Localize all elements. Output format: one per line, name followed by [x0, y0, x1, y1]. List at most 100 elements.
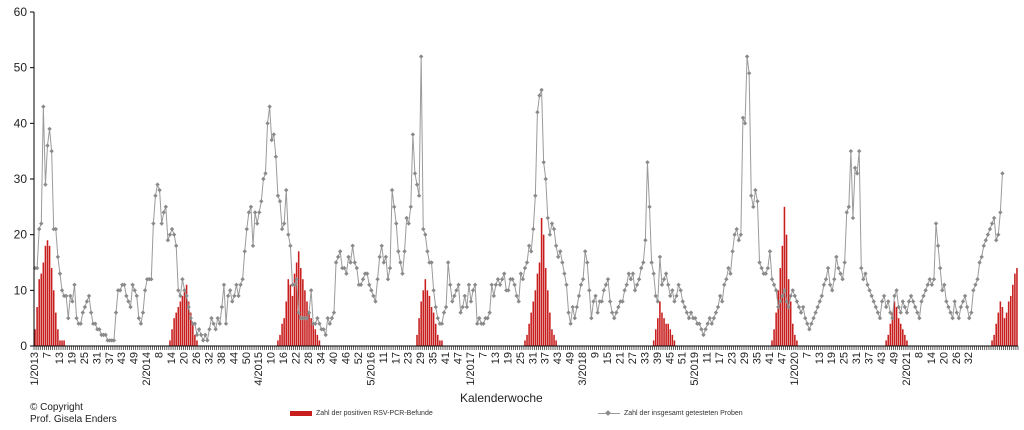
- bar: [52, 290, 55, 346]
- bar: [196, 340, 198, 346]
- line-point: [539, 87, 544, 93]
- line-point: [832, 277, 837, 282]
- line-point: [406, 221, 411, 226]
- line-point: [987, 226, 993, 232]
- line-point: [674, 293, 679, 299]
- bar: [173, 318, 175, 346]
- bar: [999, 301, 1002, 346]
- line-point: [354, 265, 360, 271]
- line-point: [506, 288, 511, 293]
- line-point: [574, 304, 580, 310]
- bar: [42, 262, 45, 346]
- line-point: [82, 304, 88, 310]
- line-point: [499, 277, 505, 282]
- x-tick-label: 25: [839, 352, 851, 364]
- line-point: [830, 288, 835, 293]
- bar: [316, 334, 319, 346]
- x-tick-label: 1/2013: [29, 352, 41, 386]
- x-tick-label: 31: [527, 352, 539, 364]
- bar: [432, 312, 435, 346]
- line-point: [360, 277, 366, 282]
- line-point: [585, 260, 590, 265]
- line-point: [680, 299, 685, 304]
- line-point: [759, 265, 764, 271]
- x-tick-label: 43: [552, 352, 564, 364]
- line-point: [103, 332, 108, 338]
- line-point: [369, 288, 374, 293]
- bar: [185, 284, 188, 346]
- bar: [293, 273, 296, 346]
- copyright-line-1: © Copyright: [30, 402, 83, 413]
- line-point: [940, 288, 945, 293]
- bar: [991, 340, 993, 346]
- bar: [897, 318, 900, 346]
- x-tick-label: 13: [54, 352, 66, 364]
- bar: [652, 340, 655, 346]
- line-point: [244, 226, 249, 232]
- line-point: [819, 293, 825, 299]
- line-point: [128, 304, 133, 310]
- line-point: [379, 243, 384, 248]
- line-point: [844, 210, 849, 215]
- line-point: [740, 115, 746, 120]
- x-tick-label: 35: [751, 352, 763, 364]
- line-point: [996, 232, 1001, 237]
- x-tick-label: 8: [154, 352, 166, 358]
- x-tick-label: 46: [340, 352, 352, 364]
- line-point: [348, 260, 353, 265]
- line-point: [74, 315, 79, 321]
- line-point: [404, 215, 409, 221]
- line-point: [448, 282, 453, 287]
- line-point: [497, 282, 503, 287]
- line-point: [338, 249, 343, 254]
- line-point: [651, 271, 656, 276]
- line-point: [780, 293, 785, 299]
- line-point: [265, 121, 270, 126]
- bar: [38, 279, 40, 346]
- line-point: [396, 249, 401, 254]
- line-point: [213, 327, 218, 332]
- line-point: [452, 293, 457, 299]
- line-point: [350, 243, 355, 248]
- line-point: [728, 271, 733, 276]
- x-tick-label: 31: [91, 352, 103, 364]
- line-point: [950, 315, 955, 321]
- x-tick-label: 16: [278, 352, 290, 364]
- line-point: [661, 277, 667, 282]
- bar: [671, 334, 674, 346]
- line-point: [93, 321, 98, 326]
- legend-line-label: Zahl der insgesamt getesteten Proben: [624, 410, 743, 417]
- line-point: [155, 182, 160, 187]
- bar: [34, 329, 36, 346]
- line-point: [192, 321, 198, 326]
- bar: [547, 290, 549, 346]
- bar: [783, 206, 786, 346]
- line-point: [560, 260, 565, 265]
- line-point: [701, 332, 706, 338]
- line-point: [699, 327, 704, 332]
- line-point: [670, 288, 675, 293]
- bar: [551, 329, 553, 346]
- line-point: [807, 327, 812, 332]
- line-point: [994, 238, 999, 243]
- line-point: [196, 327, 202, 332]
- bar: [302, 279, 304, 346]
- line-point: [398, 260, 403, 265]
- line-point: [975, 277, 980, 282]
- line-point: [250, 243, 256, 248]
- line-point: [659, 282, 665, 287]
- bar: [773, 329, 775, 346]
- line-point: [88, 310, 94, 315]
- bar: [50, 268, 53, 346]
- x-tick-label: 52: [353, 352, 365, 364]
- x-tick-label: 39: [652, 352, 664, 364]
- bar: [441, 340, 443, 346]
- y-tick-label: 50: [14, 61, 28, 75]
- bar: [283, 318, 285, 346]
- line-point: [626, 271, 631, 276]
- line-point: [55, 254, 61, 260]
- line-point: [580, 277, 586, 282]
- line-point: [915, 310, 920, 315]
- line-point: [711, 315, 717, 321]
- bar: [669, 329, 672, 346]
